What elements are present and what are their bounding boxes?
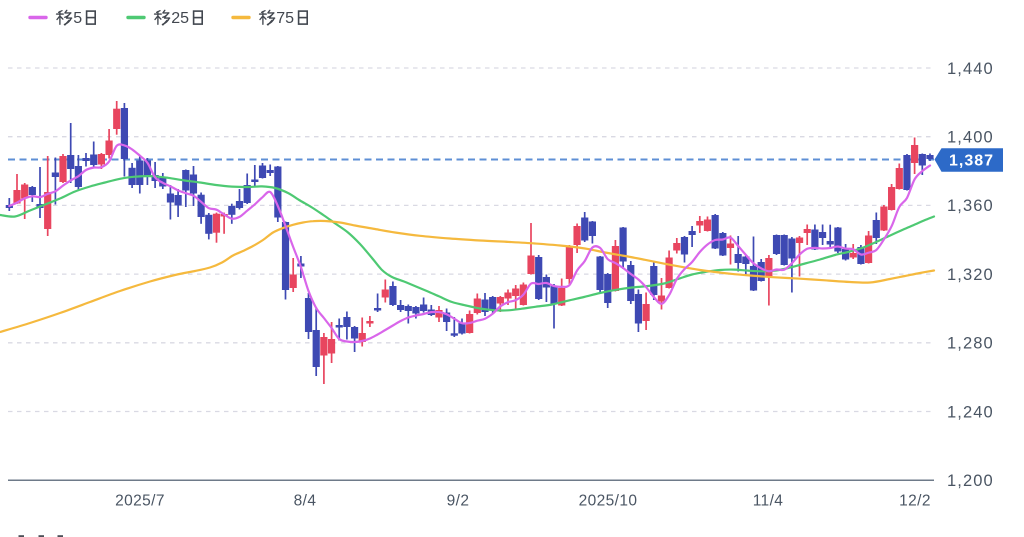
svg-text:2025/7: 2025/7 — [115, 493, 165, 510]
svg-text:1,200: 1,200 — [947, 472, 994, 490]
svg-text:8/4: 8/4 — [294, 493, 317, 510]
svg-text:1,240: 1,240 — [947, 403, 994, 421]
svg-text:75: 75 — [276, 10, 294, 27]
svg-text:1,440: 1,440 — [947, 60, 994, 78]
svg-text:9/2: 9/2 — [447, 493, 470, 510]
svg-text:12/2: 12/2 — [899, 493, 931, 510]
svg-text:11/4: 11/4 — [753, 493, 784, 510]
svg-text:2025/10: 2025/10 — [579, 493, 638, 510]
svg-text:5: 5 — [73, 10, 82, 27]
svg-text:1,280: 1,280 — [947, 335, 994, 353]
svg-text:25: 25 — [171, 10, 189, 27]
svg-text:1,320: 1,320 — [947, 266, 994, 284]
svg-text:1,360: 1,360 — [947, 197, 994, 215]
svg-text:1,387: 1,387 — [949, 153, 994, 170]
svg-text:1,400: 1,400 — [947, 129, 994, 147]
